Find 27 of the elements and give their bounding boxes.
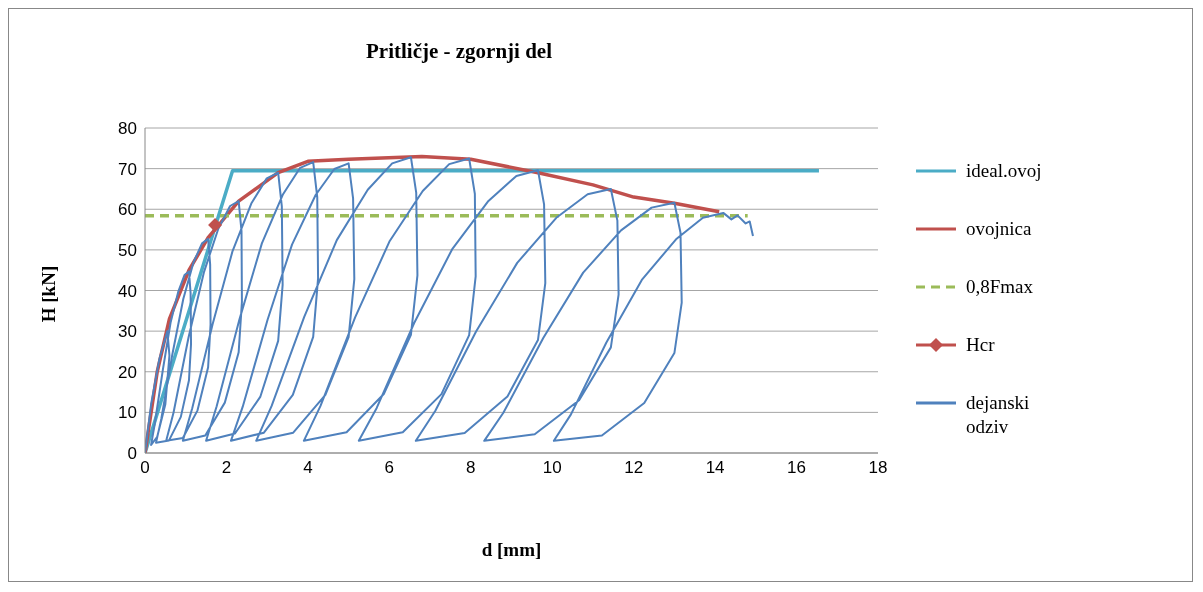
y-tick-label: 20 xyxy=(118,362,137,382)
x-tick-label: 12 xyxy=(624,458,644,478)
x-tick-label: 4 xyxy=(303,458,313,478)
x-tick-label: 6 xyxy=(384,458,395,478)
legend-label: ovojnica xyxy=(966,217,1033,241)
legend-label: 0,8Fmax xyxy=(966,275,1035,299)
x-tick-label: 2 xyxy=(221,458,232,478)
legend-label: dejanski odziv xyxy=(966,391,1031,439)
y-tick-label: 40 xyxy=(118,281,137,301)
x-tick-label: 0 xyxy=(140,458,150,478)
legend-label: Hcr xyxy=(966,333,996,357)
y-axis-title: H [kN] xyxy=(38,265,60,323)
x-tick-label: 18 xyxy=(868,458,888,478)
legend-label: ideal.ovoj xyxy=(966,159,1043,183)
x-axis-title: d [mm] xyxy=(480,539,543,561)
y-tick-label: 30 xyxy=(118,322,137,342)
x-tick-label: 8 xyxy=(466,458,476,478)
y-tick-label: 0 xyxy=(127,444,137,464)
chart-title: Pritličje - zgornji del xyxy=(365,39,553,64)
x-tick-label: 16 xyxy=(787,458,807,478)
y-tick-label: 60 xyxy=(118,200,137,220)
y-tick-label: 70 xyxy=(118,159,137,179)
y-tick-label: 10 xyxy=(118,403,137,423)
y-tick-label: 80 xyxy=(118,119,137,139)
x-tick-label: 10 xyxy=(542,458,562,478)
y-tick-label: 50 xyxy=(118,240,137,260)
x-tick-label: 14 xyxy=(705,458,725,478)
